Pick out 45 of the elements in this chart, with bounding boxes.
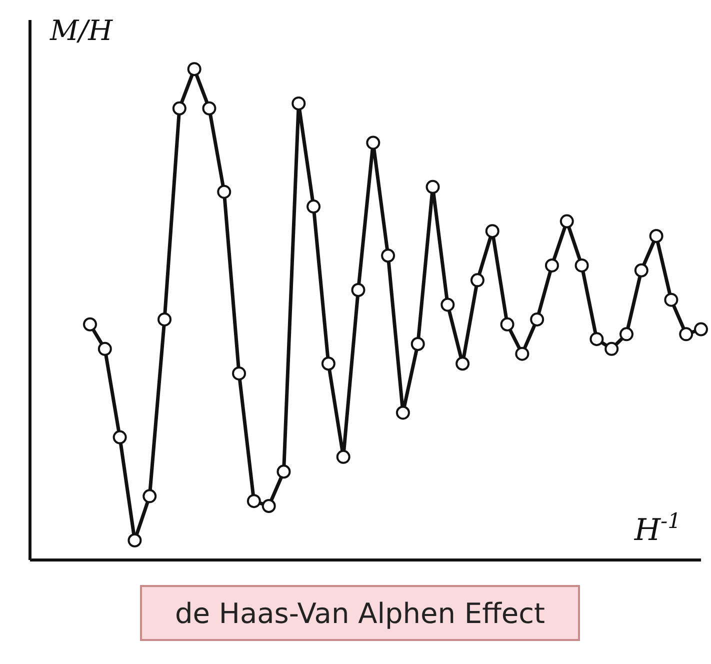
- point: [98, 342, 112, 356]
- point: [321, 356, 336, 371]
- point: [694, 322, 708, 336]
- text: de Haas-Van Alphen Effect: [140, 585, 580, 641]
- point: [158, 312, 172, 326]
- point: [679, 327, 694, 342]
- point: [292, 96, 306, 110]
- point: [456, 356, 470, 371]
- point: [112, 430, 127, 444]
- point: [351, 283, 366, 297]
- point: [634, 263, 648, 278]
- point: [262, 499, 276, 513]
- point: [202, 101, 216, 116]
- point: [500, 317, 514, 332]
- y-axis-title: M/H: [49, 14, 114, 47]
- point: [172, 101, 186, 116]
- point: [396, 406, 410, 420]
- point: [128, 533, 142, 548]
- point: [649, 229, 664, 243]
- point: [217, 184, 232, 199]
- point: [440, 298, 455, 312]
- point: [83, 317, 97, 332]
- point: [306, 200, 321, 214]
- point: [619, 327, 634, 342]
- point: [515, 346, 530, 361]
- point: [142, 489, 157, 504]
- point: [544, 258, 559, 272]
- point: [187, 62, 202, 76]
- x-axis-title: H$^{-1}$: [633, 509, 681, 548]
- point: [410, 337, 425, 351]
- point: [276, 464, 291, 479]
- point: [604, 342, 619, 356]
- point: [470, 273, 484, 288]
- point: [560, 214, 574, 228]
- point: [366, 136, 380, 150]
- point: [574, 258, 589, 272]
- point: [336, 450, 350, 464]
- point: [485, 224, 500, 238]
- point: [246, 494, 261, 508]
- point: [381, 248, 396, 263]
- point: [664, 292, 678, 307]
- point: [232, 366, 246, 380]
- point: [530, 312, 544, 326]
- point: [590, 332, 604, 346]
- point: [426, 180, 440, 194]
